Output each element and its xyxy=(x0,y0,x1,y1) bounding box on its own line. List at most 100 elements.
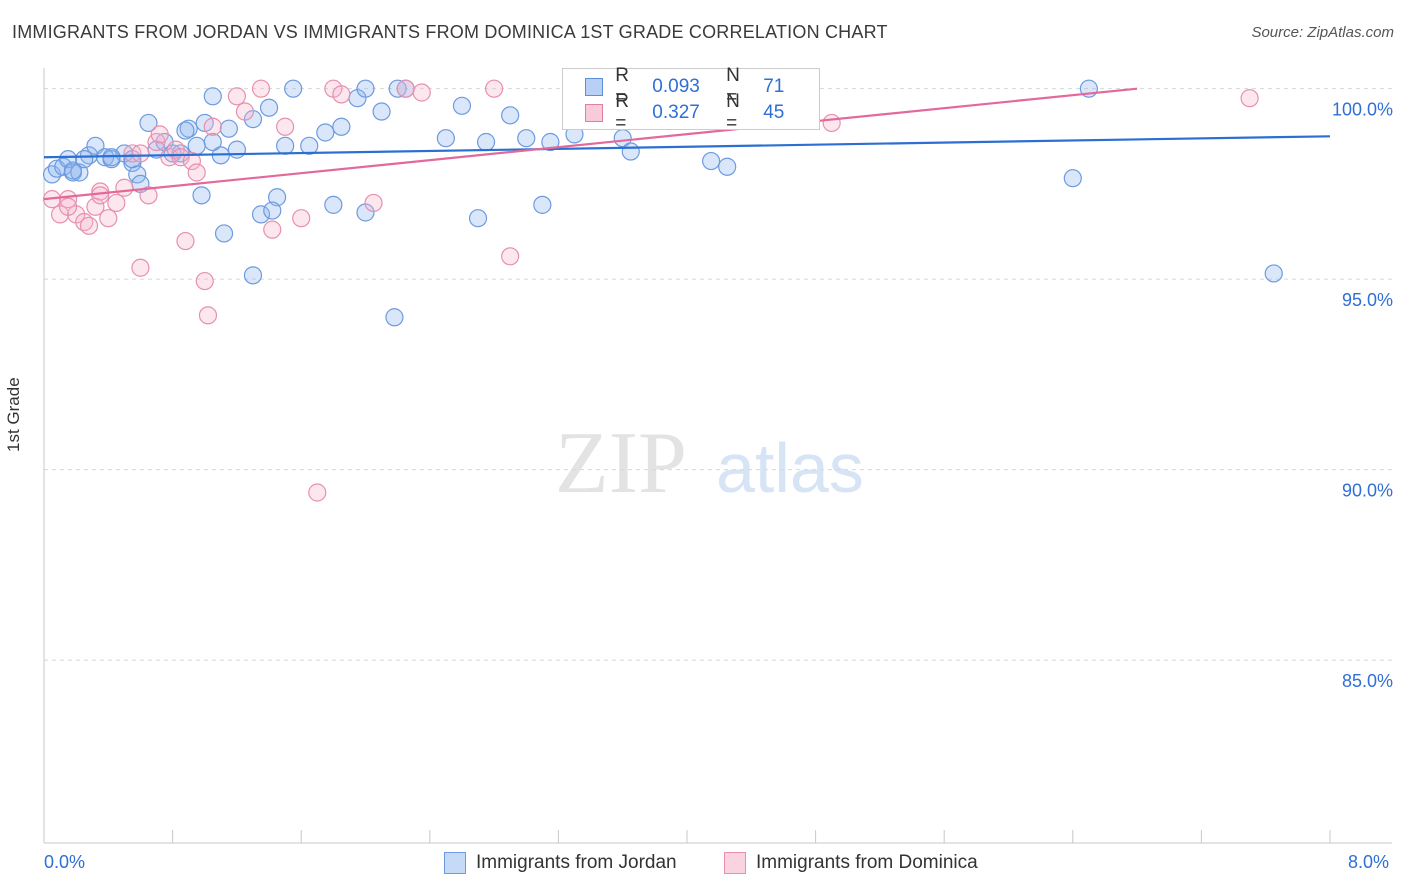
n-label: N = xyxy=(726,91,740,134)
point-jordan xyxy=(187,136,206,155)
r-label: R = xyxy=(615,91,629,134)
point-jordan xyxy=(476,132,496,152)
legend-row-dominica: R = 0.327 N = 45 xyxy=(585,91,819,134)
point-jordan xyxy=(276,136,295,155)
point-jordan xyxy=(63,161,83,180)
point-dominica xyxy=(79,216,99,235)
y-tick-label: 85.0% xyxy=(1342,671,1393,691)
watermark-atlas: atlas xyxy=(716,429,864,507)
point-jordan xyxy=(356,79,375,98)
r-value-dominica: 0.327 xyxy=(652,102,700,123)
point-jordan xyxy=(452,96,472,115)
point-jordan xyxy=(533,195,552,214)
point-jordan xyxy=(267,188,287,207)
point-dominica xyxy=(176,231,195,251)
point-dominica xyxy=(485,79,504,98)
gridlines xyxy=(44,88,1392,661)
point-jordan xyxy=(316,123,335,142)
point-jordan xyxy=(179,119,198,138)
point-jordan xyxy=(243,266,263,285)
point-dominica xyxy=(187,163,206,182)
legend-swatch-dominica xyxy=(585,104,604,122)
source-label: Source: ZipAtlas.com xyxy=(1251,24,1394,41)
point-jordan xyxy=(203,87,222,106)
point-jordan xyxy=(139,113,158,133)
point-jordan xyxy=(192,186,211,205)
trend-line-dominica xyxy=(43,87,1138,201)
point-jordan xyxy=(59,150,78,169)
point-jordan xyxy=(284,79,303,98)
point-dominica xyxy=(59,190,78,209)
point-jordan xyxy=(332,117,351,136)
n-value-dominica: 45 xyxy=(763,102,785,123)
legend-label-dominica: Immigrants from Dominica xyxy=(756,852,978,873)
point-dominica xyxy=(251,79,271,98)
point-dominica xyxy=(332,85,351,104)
point-jordan xyxy=(176,121,195,140)
point-dominica xyxy=(171,148,190,167)
y-tick-labels: 100.0% 95.0% 90.0% 85.0% xyxy=(1332,100,1393,691)
legend-item-dominica[interactable]: Immigrants from Dominica xyxy=(724,852,978,874)
watermark-zip: ZIP xyxy=(555,415,687,512)
legend-row-jordan: R = 0.093 N = 71 xyxy=(585,65,819,108)
point-jordan xyxy=(702,151,721,171)
point-dominica xyxy=(107,193,126,213)
point-jordan xyxy=(541,132,560,152)
point-jordan xyxy=(203,132,222,152)
point-dominica xyxy=(227,87,246,106)
point-jordan xyxy=(300,136,319,155)
point-jordan xyxy=(227,140,246,159)
point-dominica xyxy=(412,83,431,102)
point-jordan xyxy=(219,119,238,138)
trend-line-jordan xyxy=(43,135,1331,159)
point-jordan xyxy=(1063,169,1082,188)
legend-item-jordan[interactable]: Immigrants from Jordan xyxy=(444,852,677,874)
point-jordan xyxy=(621,142,640,161)
legend-label-jordan: Immigrants from Jordan xyxy=(476,852,677,873)
r-label: R = xyxy=(615,65,629,108)
point-dominica xyxy=(59,197,78,216)
point-jordan xyxy=(70,163,89,182)
point-jordan xyxy=(251,205,271,224)
point-dominica xyxy=(203,117,222,136)
point-dominica xyxy=(150,125,169,144)
point-dominica xyxy=(235,102,255,121)
point-dominica xyxy=(501,247,520,266)
point-dominica xyxy=(822,113,841,133)
point-dominica xyxy=(1240,89,1259,108)
point-jordan xyxy=(718,157,737,176)
x-tick-label-max: 8.0% xyxy=(1348,852,1390,872)
legend-swatch-dominica xyxy=(724,852,746,874)
x-tick-label-min: 0.0% xyxy=(44,852,86,872)
y-tick-label: 95.0% xyxy=(1342,290,1393,310)
point-dominica xyxy=(276,117,295,136)
r-value-jordan: 0.093 xyxy=(652,76,700,97)
point-jordan xyxy=(214,224,234,243)
point-dominica xyxy=(292,209,311,228)
y-tick-label: 100.0% xyxy=(1332,100,1393,120)
trend-lines xyxy=(43,87,1331,201)
legend-swatch-jordan xyxy=(585,78,604,96)
point-jordan xyxy=(517,129,536,148)
point-dominica xyxy=(131,144,150,163)
series-legend: Immigrants from Jordan Immigrants from D… xyxy=(0,850,1406,880)
point-dominica xyxy=(99,209,118,228)
point-jordan xyxy=(75,150,94,169)
watermark: ZIP atlas xyxy=(555,415,864,512)
point-jordan xyxy=(259,98,279,117)
point-dominica xyxy=(308,483,327,502)
point-dominica xyxy=(396,79,415,98)
point-dominica xyxy=(198,306,218,325)
point-jordan xyxy=(324,195,343,214)
point-dominica xyxy=(115,178,134,197)
point-dominica xyxy=(364,193,383,213)
point-dominica xyxy=(131,258,150,277)
point-jordan xyxy=(468,209,488,228)
n-label: N = xyxy=(726,65,740,108)
point-jordan xyxy=(501,106,520,125)
point-dominica xyxy=(263,220,282,239)
point-jordan xyxy=(372,102,391,121)
point-jordan xyxy=(1264,264,1283,283)
point-dominica xyxy=(139,186,158,205)
